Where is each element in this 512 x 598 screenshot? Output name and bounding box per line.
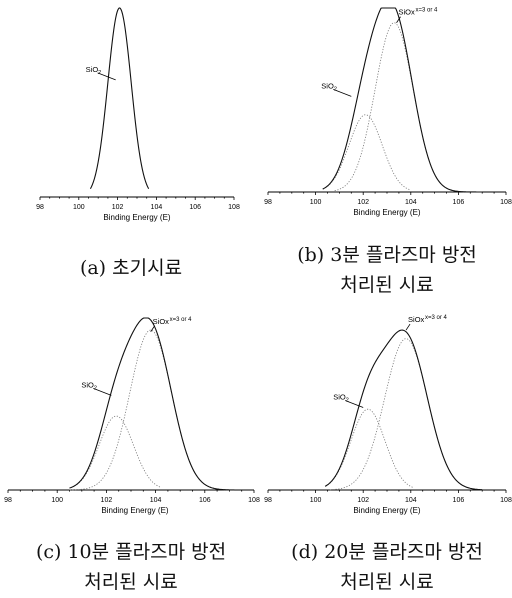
panel-b: 98 100 102 104 106 108 Binding Energy (E) SiO2 S… bbox=[264, 7, 512, 217]
panel-c-tick-label: 102 bbox=[101, 497, 113, 504]
panel-b-tick-label: 102 bbox=[357, 199, 369, 206]
panel-d: 98 100 102 104 106 108 Binding Energy (E) SiO2 S… bbox=[264, 315, 512, 515]
panel-d-tick-label: 100 bbox=[310, 497, 322, 504]
panel-d-annotation-label: SiOx bbox=[408, 315, 425, 324]
panel-a-annotation-subscript: 2 bbox=[98, 70, 101, 76]
caption-d-line-2: 처리된 시료 bbox=[340, 571, 434, 593]
panel-d-tick-label: 102 bbox=[357, 497, 369, 504]
panel-b-annotation-superscript: x=3 or 4 bbox=[416, 8, 439, 14]
panel-b-x-axis-label: Binding Energy (E) bbox=[353, 208, 420, 217]
panel-c-tick-label: 106 bbox=[199, 497, 211, 504]
panel-a-tick-label: 108 bbox=[228, 204, 240, 211]
panel-c-x-axis-label: Binding Energy (E) bbox=[101, 506, 168, 515]
panel-d-tick-label: 104 bbox=[405, 497, 417, 504]
panel-a-annotation-label: SiO2 bbox=[86, 65, 102, 76]
panel-d-tick-label: 98 bbox=[264, 497, 272, 504]
panel-b-component-sio2 bbox=[322, 114, 411, 191]
panel-d-tick-label: 106 bbox=[453, 497, 465, 504]
panel-b-component-siox bbox=[334, 22, 483, 193]
panel-d-annotation-superscript: x=3 or 4 bbox=[425, 315, 448, 321]
panel-c-envelope bbox=[69, 317, 235, 491]
panel-d-x-axis-label: Binding Energy (E) bbox=[353, 506, 420, 515]
panel-c-tick-label: 108 bbox=[248, 497, 260, 504]
panel-d-annotation-subscript: 2 bbox=[346, 397, 349, 403]
panel-c-annotation-label: SiOx bbox=[153, 317, 170, 326]
panel-c-annotation-leader bbox=[93, 388, 112, 396]
caption-a-line-1: (a) 초기시료 bbox=[79, 257, 183, 279]
caption-d: (d) 20분 플라즈마 방전 처리된 시료 bbox=[262, 537, 512, 597]
panel-b-annotation-label: SiO2 bbox=[321, 81, 337, 92]
caption-b-line-2: 처리된 시료 bbox=[340, 274, 434, 296]
panel-d-tick-label: 108 bbox=[500, 497, 512, 504]
panel-c-annotation-label: SiO2 bbox=[81, 380, 97, 391]
panel-a-component-sio2 bbox=[89, 7, 150, 189]
panel-a: 98 100 102 104 106 108 Binding Energy (E) SiO2 bbox=[36, 7, 240, 222]
panel-c-component-siox bbox=[69, 329, 235, 491]
panel-d-component-siox bbox=[329, 338, 483, 491]
panel-a-tick-label: 104 bbox=[151, 204, 163, 211]
panel-d-annotation-label: SiO2 bbox=[333, 392, 349, 403]
panel-b-envelope bbox=[322, 7, 483, 193]
panel-d-envelope bbox=[324, 329, 483, 491]
panel-b-tick-label: 104 bbox=[405, 199, 417, 206]
panel-a-tick-label: 98 bbox=[36, 204, 44, 211]
caption-c-line-1: (c) 10분 플라즈마 방전 bbox=[35, 541, 227, 563]
panel-c: 98 100 102 104 106 108 Binding Energy (E) SiO2 S… bbox=[4, 317, 260, 515]
panel-b-tick-label: 98 bbox=[264, 199, 272, 206]
caption-c: (c) 10분 플라즈마 방전 처리된 시료 bbox=[0, 537, 262, 597]
panel-d-component-sio2 bbox=[324, 408, 414, 488]
panel-b-tick-label: 106 bbox=[453, 199, 465, 206]
panel-c-tick-label: 100 bbox=[51, 497, 63, 504]
panel-c-annotation-superscript: x=3 or 4 bbox=[170, 317, 193, 323]
panel-d-annotation-leader bbox=[405, 323, 411, 331]
panel-d-annotation-leader bbox=[345, 400, 364, 408]
panel-a-tick-label: 102 bbox=[112, 204, 124, 211]
panel-a-tick-label: 100 bbox=[73, 204, 85, 211]
caption-a: (a) 초기시료 bbox=[0, 253, 262, 283]
panel-b-tick-label: 100 bbox=[310, 199, 322, 206]
panel-b-tick-label: 108 bbox=[500, 199, 512, 206]
panel-b-annotation-leader bbox=[396, 16, 401, 23]
caption-b-line-1: (b) 3분 플라즈마 방전 bbox=[297, 244, 477, 266]
panel-a-tick-label: 106 bbox=[189, 204, 201, 211]
panel-a-x-axis-label: Binding Energy (E) bbox=[103, 213, 170, 222]
caption-b: (b) 3분 플라즈마 방전 처리된 시료 bbox=[262, 240, 512, 300]
panel-b-annotation-subscript: 2 bbox=[334, 86, 337, 92]
caption-d-line-1: (d) 20분 플라즈마 방전 bbox=[291, 541, 483, 563]
panel-c-tick-label: 98 bbox=[4, 497, 12, 504]
panel-c-annotation-leader bbox=[150, 325, 156, 332]
panel-c-annotation-subscript: 2 bbox=[94, 385, 97, 391]
panel-c-component-sio2 bbox=[76, 415, 161, 488]
panel-b-annotation-label: SiOx bbox=[399, 8, 416, 17]
panel-a-annotation-leader bbox=[97, 72, 116, 81]
panel-c-tick-label: 104 bbox=[150, 497, 162, 504]
panel-b-annotation-leader bbox=[333, 88, 352, 97]
caption-c-line-2: 처리된 시료 bbox=[84, 571, 178, 593]
